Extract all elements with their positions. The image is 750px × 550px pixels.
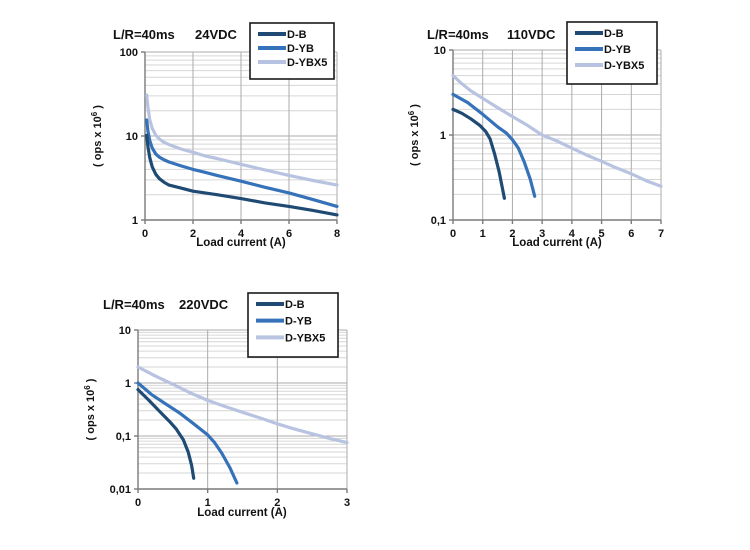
x-tick-label: 8 <box>334 228 340 240</box>
x-axis-title: Load current (A) <box>512 237 602 249</box>
chart-title-voltage: 24VDC <box>195 27 238 42</box>
chart-220vdc: 0 1 2 3 0,01 0,1 1 10 L/R=40ms 220VDC Load current… <box>83 292 350 519</box>
chart-title-voltage: 220VDC <box>179 297 229 312</box>
y-tick-label: 0,01 <box>110 484 131 496</box>
chart-title-lr: L/R=40ms <box>427 27 489 42</box>
y-tick-label: 10 <box>119 325 131 337</box>
legend-label-D-YB: D-YB <box>287 43 314 55</box>
x-tick-label: 3 <box>344 497 350 509</box>
legend-label-D-YB: D-YB <box>604 44 631 56</box>
legend-label-D-YBX5: D-YBX5 <box>287 57 327 69</box>
x-axis-title: Load current (A) <box>197 507 287 519</box>
x-tick-label: 2 <box>190 228 196 240</box>
chart-title-lr: L/R=40ms <box>103 297 165 312</box>
chart-110vdc: 0 1 2 3 4 5 6 7 0,1 1 10 L/R=40ms 110VDC Load current… <box>407 21 664 249</box>
series-line-D-YBX5 <box>136 365 349 445</box>
y-axis-title: ( ops x 106 ) <box>407 104 421 166</box>
series-line-D-YB <box>145 118 339 208</box>
y-axis-title: ( ops x 106 ) <box>90 105 104 167</box>
x-tick-label: 6 <box>286 228 292 240</box>
x-tick-label: 0 <box>142 228 148 240</box>
legend-label-D-B: D-B <box>285 299 305 311</box>
x-tick-label: 1 <box>205 497 211 509</box>
series-line-D-B <box>136 388 196 480</box>
legend-label-D-YB: D-YB <box>285 316 312 328</box>
series-line-D-B <box>451 107 506 200</box>
series-line-D-B <box>145 133 339 217</box>
legend-label-D-YBX5: D-YBX5 <box>604 60 644 72</box>
legend-label-D-B: D-B <box>604 28 624 40</box>
series-line-D-YBX5 <box>145 93 339 187</box>
y-tick-label: 1 <box>132 215 138 227</box>
y-axis-title: ( ops x 106 ) <box>83 378 97 440</box>
x-tick-label: 4 <box>238 228 245 240</box>
x-tick-label: 2 <box>274 497 280 509</box>
y-tick-label: 1 <box>440 130 446 142</box>
x-axis-title: Load current (A) <box>196 237 286 249</box>
chart-24vdc: 0 2 4 6 8 1 10 100 L/R=40ms 24VDC Load current (A)… <box>90 22 340 249</box>
legend-label-D-YBX5: D-YBX5 <box>285 332 325 344</box>
x-tick-label: 6 <box>628 228 634 240</box>
legend-box <box>247 292 339 358</box>
x-tick-label: 5 <box>599 228 605 240</box>
x-tick-label: 0 <box>135 497 141 509</box>
x-tick-label: 1 <box>480 228 486 240</box>
x-tick-label: 0 <box>450 228 456 240</box>
x-tick-label: 4 <box>569 228 576 240</box>
y-tick-label: 10 <box>434 45 446 57</box>
series-line-D-YBX5 <box>451 74 663 188</box>
series-line-D-YB <box>136 381 239 485</box>
chart-title-voltage: 110VDC <box>507 27 556 42</box>
y-tick-label: 0,1 <box>116 431 131 443</box>
y-tick-label: 1 <box>125 378 131 390</box>
y-tick-label: 10 <box>126 131 138 143</box>
chart-title-lr: L/R=40ms <box>113 27 175 42</box>
legend-label-D-B: D-B <box>287 29 307 41</box>
y-tick-label: 100 <box>120 47 138 59</box>
x-tick-label: 2 <box>509 228 515 240</box>
x-tick-label: 3 <box>539 228 545 240</box>
series-line-D-YB <box>451 92 537 198</box>
y-tick-label: 0,1 <box>431 215 446 227</box>
x-tick-label: 7 <box>658 228 664 240</box>
